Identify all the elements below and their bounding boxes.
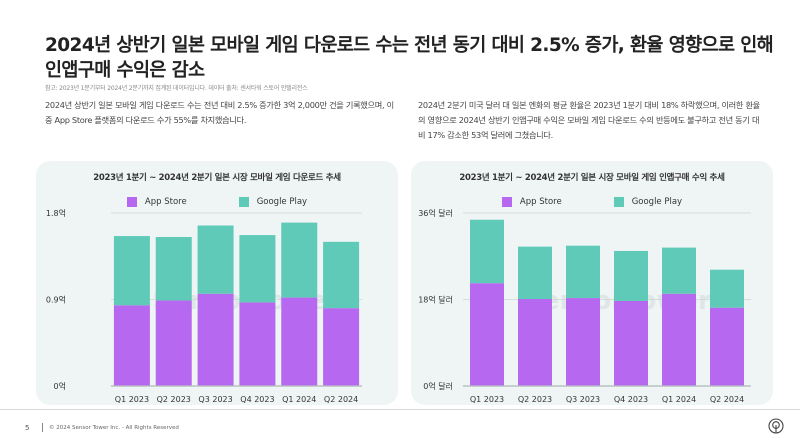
bar-app-store (155, 300, 192, 386)
legend-label: App Store (519, 197, 562, 207)
bar-app-store (518, 299, 552, 386)
bar-google-play (197, 225, 234, 294)
bar-google-play (155, 237, 192, 301)
x-tick-label: Q1 2024 (662, 395, 696, 404)
bar-app-store (197, 293, 234, 386)
x-tick-label: Q3 2023 (198, 395, 232, 404)
revenue-chart-panel: 2023년 1분기 ~ 2024년 2분기 일본 시장 모바일 게임 인앱구매 … (411, 161, 773, 405)
y-tick-label: 36억 달러 (418, 208, 453, 218)
page-number: 5 (25, 424, 30, 432)
legend-item-app-store: App Store (126, 197, 187, 207)
x-tick-label: Q4 2023 (240, 395, 274, 404)
sensor-tower-logo-icon (768, 418, 784, 434)
legend-swatch-app-store (126, 197, 137, 207)
bar-app-store (470, 283, 504, 386)
x-tick-label: Q2 2024 (324, 395, 358, 404)
legend-label: Google Play (256, 197, 308, 207)
bar-app-store (323, 308, 360, 386)
bar-google-play (518, 246, 552, 300)
legend-swatch-app-store (501, 197, 512, 207)
legend-item-google-play: Google Play (613, 197, 683, 207)
x-tick-label: Q2 2024 (710, 395, 744, 404)
bar-app-store (281, 297, 318, 386)
legend-label: Google Play (631, 197, 683, 207)
bar-google-play (113, 236, 150, 306)
downloads-chart-panel: 2023년 1분기 ~ 2024년 2분기 일본 시장 모바일 게임 다운로드 … (36, 161, 398, 405)
y-tick-label: 0.9억 (46, 295, 66, 305)
x-tick-label: Q1 2023 (470, 395, 504, 404)
chart-legend: App Store Google Play (36, 197, 398, 207)
bar-google-play (323, 241, 360, 309)
bar-google-play (710, 269, 744, 308)
bar-google-play (470, 219, 504, 284)
legend-swatch-google-play (238, 197, 249, 207)
legend-label: App Store (144, 197, 187, 207)
page-title: 2024년 상반기 일본 모바일 게임 다운로드 수는 전년 동기 대비 2.5… (45, 35, 774, 81)
bar-google-play (239, 235, 276, 303)
x-tick-label: Q1 2024 (282, 395, 316, 404)
x-tick-label: Q2 2023 (157, 395, 191, 404)
bar-app-store (614, 300, 648, 386)
bar-app-store (710, 307, 744, 386)
chart-legend: App Store Google Play (411, 197, 773, 207)
revenue-summary-paragraph: 2024년 2분기 미국 달러 대 일본 엔화의 평균 환율은 2023년 1분… (418, 100, 760, 140)
bar-google-play (662, 247, 696, 294)
y-tick-label: 1.8억 (46, 208, 66, 218)
x-tick-label: Q4 2023 (614, 395, 648, 404)
legend-item-app-store: App Store (501, 197, 562, 207)
chart-title: 2023년 1분기 ~ 2024년 2분기 일본 시장 모바일 게임 인앱구매 … (459, 173, 725, 183)
bar-google-play (281, 222, 318, 298)
bar-google-play (614, 250, 648, 301)
footer-separator (42, 423, 43, 432)
bar-app-store (239, 302, 276, 386)
chart-title: 2023년 1분기 ~ 2024년 2분기 일본 시장 모바일 게임 다운로드 … (93, 173, 341, 183)
legend-swatch-google-play (613, 197, 624, 207)
bar-app-store (662, 293, 696, 386)
y-tick-label: 0억 (54, 381, 66, 391)
bar-app-store (566, 298, 600, 386)
x-tick-label: Q2 2023 (518, 395, 552, 404)
y-tick-label: 18억 달러 (418, 295, 453, 305)
bar-google-play (566, 245, 600, 299)
footer-divider (0, 409, 800, 410)
copyright-text: © 2024 Sensor Tower Inc. - All Rights Re… (49, 425, 179, 431)
x-tick-label: Q3 2023 (566, 395, 600, 404)
x-tick-label: Q1 2023 (115, 395, 149, 404)
bar-app-store (113, 305, 150, 386)
data-source-note: 참고: 2023년 1분기부터 2024년 2분기까지 집계된 데이터입니다. … (45, 85, 308, 92)
legend-item-google-play: Google Play (238, 197, 308, 207)
y-tick-label: 0억 달러 (423, 381, 453, 391)
downloads-summary-paragraph: 2024년 상반기 일본 모바일 게임 다운로드 수는 전년 대비 2.5% 증… (45, 100, 394, 125)
